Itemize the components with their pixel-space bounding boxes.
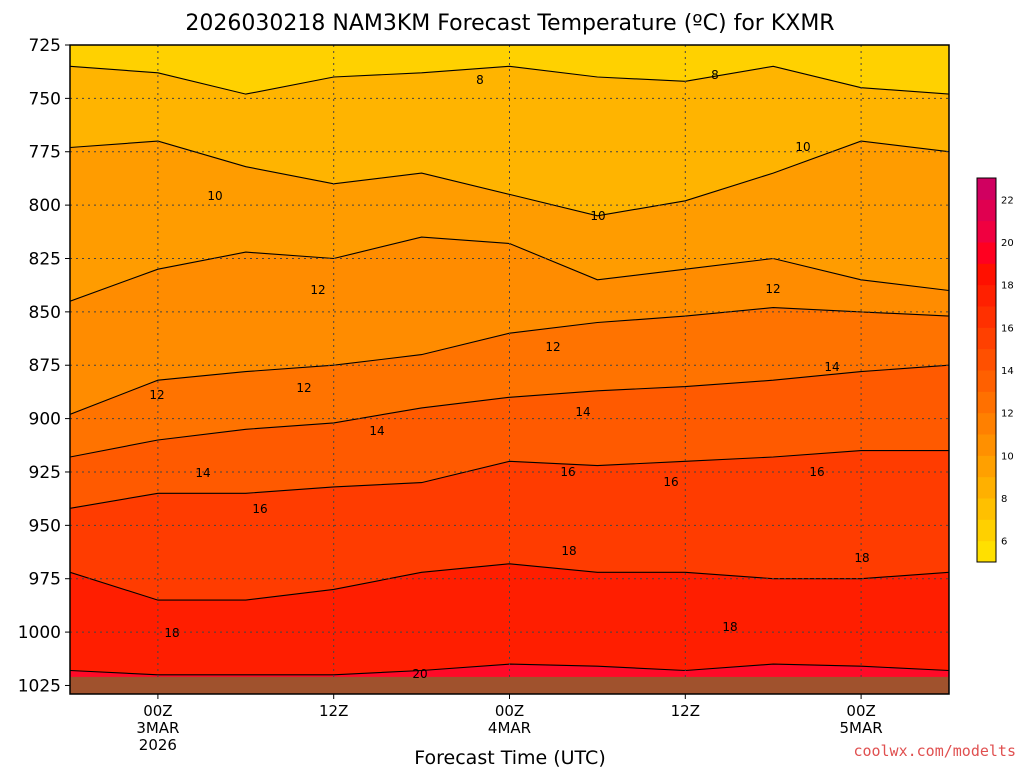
y-tick-label-900: 900 (29, 410, 61, 430)
x-tick-label-54-0: 00Z (846, 702, 875, 720)
colorbar-swatch-16 (977, 199, 996, 222)
colorbar-swatch-0 (977, 540, 996, 563)
contour-label-10: 10 (590, 209, 605, 223)
colorbar-label-6: 6 (1001, 537, 1007, 548)
colorbar-swatch-4 (977, 455, 996, 478)
colorbar-label-20: 20 (1001, 238, 1014, 249)
colorbar-swatch-17 (977, 178, 996, 200)
colorbar-label-22: 22 (1001, 195, 1014, 206)
y-tick-label-1025: 1025 (18, 676, 61, 696)
contour-14-4 (70, 364, 949, 458)
contour-label-18: 18 (722, 620, 737, 634)
y-tick-label-925: 925 (29, 463, 61, 483)
contour-label-8: 8 (476, 73, 484, 87)
colorbar-label-10: 10 (1001, 451, 1014, 462)
colorbar-swatch-6 (977, 412, 996, 435)
contour-label-18: 18 (164, 626, 179, 640)
contour-label-14: 14 (824, 360, 839, 374)
contour-labels: 8 8 10 10 10 12 12 12 12 12 14 14 14 14 16 16 16 16 18 18 18… (149, 68, 869, 681)
contour-label-14: 14 (369, 424, 384, 438)
y-tick-label-750: 750 (29, 89, 61, 109)
colorbar-swatch-12 (977, 284, 996, 307)
colorbar-swatch-2 (977, 498, 996, 520)
y-tick-label-975: 975 (29, 570, 61, 590)
contour-10-1 (70, 140, 949, 217)
contour-label-12: 12 (149, 388, 164, 402)
y-tick-label-725: 725 (29, 36, 61, 56)
y-axis: 725 750 775 800 825 850 875 900 925 950 975 1000 102… (18, 36, 70, 696)
contour-label-16: 16 (252, 502, 267, 516)
contour-label-18: 18 (854, 551, 869, 565)
credit-link[interactable]: coolwx.com/modelts (853, 742, 1016, 760)
y-tick-label-775: 775 (29, 143, 61, 163)
plot-area: 8 8 10 10 10 12 12 12 12 12 14 14 14 14 16 16 16 16 18 18 18… (69, 44, 950, 695)
colorbar-label-16: 16 (1001, 323, 1014, 334)
colorbar-label-12: 12 (1001, 409, 1014, 420)
y-tick-label-800: 800 (29, 196, 61, 216)
contour-label-18: 18 (561, 544, 576, 558)
x-tick-label-6-1: 3MAR (136, 719, 179, 737)
colorbar-swatch-10 (977, 327, 996, 350)
contour-label-12: 12 (310, 283, 325, 297)
contour-label-10: 10 (795, 140, 810, 154)
contour-label-12: 12 (765, 282, 780, 296)
contour-label-12: 12 (296, 381, 311, 395)
contour-label-16: 16 (663, 475, 678, 489)
y-tick-label-825: 825 (29, 249, 61, 269)
colorbar-label-14: 14 (1001, 366, 1014, 377)
x-tick-label-30-0: 00Z (495, 702, 524, 720)
y-tick-label-950: 950 (29, 516, 61, 536)
contour-label-12: 12 (545, 340, 560, 354)
contour-label-16: 16 (809, 465, 824, 479)
colorbar-frame (976, 177, 997, 563)
contour-16-5 (70, 450, 949, 509)
x-tick-label-6-0: 00Z (143, 702, 172, 720)
x-tick-label-6-2: 2026 (139, 736, 177, 754)
contour-label-14: 14 (195, 466, 210, 480)
colorbar-swatch-1 (977, 519, 996, 542)
x-tick-label-54-1: 5MAR (840, 719, 883, 737)
colorbar: 6 8 10 12 14 16 18 20 22 (976, 177, 1014, 563)
contour-label-16: 16 (560, 465, 575, 479)
chart-title: 2026030218 NAM3KM Forecast Temperature (… (185, 11, 834, 36)
x-axis-label: Forecast Time (UTC) (414, 747, 605, 768)
y-tick-label-875: 875 (29, 356, 61, 376)
x-tick-label-42-0: 12Z (671, 702, 700, 720)
colorbar-swatch-13 (977, 263, 996, 286)
contour-8-0 (70, 65, 949, 95)
ground-strip (70, 676, 949, 694)
colorbar-swatch-9 (977, 348, 996, 371)
colorbar-label-8: 8 (1001, 494, 1007, 505)
colorbar-swatch-15 (977, 220, 996, 243)
y-tick-label-850: 850 (29, 303, 61, 323)
contour-label-10: 10 (207, 189, 222, 203)
contour-label-14: 14 (575, 405, 590, 419)
y-tick-label-1000: 1000 (18, 623, 61, 643)
colorbar-swatch-14 (977, 242, 996, 264)
colorbar-swatch-5 (977, 434, 996, 456)
x-tick-label-30-1: 4MAR (488, 719, 531, 737)
colorbar-swatch-7 (977, 391, 996, 414)
colorbar-swatch-8 (977, 370, 996, 392)
colorbar-swatch-3 (977, 476, 996, 499)
x-tick-label-18-0: 12Z (319, 702, 348, 720)
contour-label-8: 8 (711, 68, 719, 82)
colorbar-label-18: 18 (1001, 281, 1014, 292)
contour-label-20: 20 (412, 667, 427, 681)
colorbar-swatch-11 (977, 306, 996, 328)
temperature-bands (70, 45, 949, 694)
